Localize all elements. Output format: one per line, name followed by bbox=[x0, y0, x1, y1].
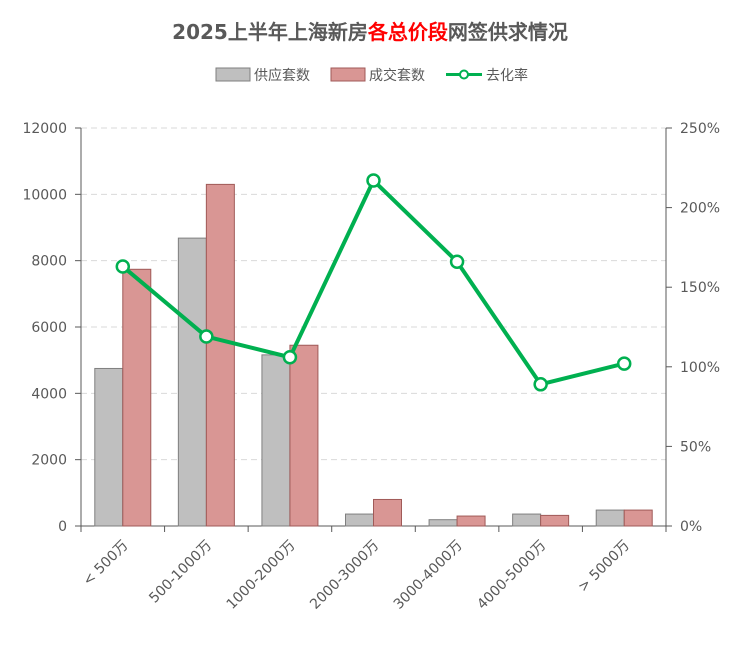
left-axis-tick-label: 6000 bbox=[31, 320, 67, 336]
left-axis-tick-label: 0 bbox=[58, 519, 67, 535]
right-axis-tick-label: 100% bbox=[680, 360, 720, 376]
chart-title-suffix: 网签供求情况 bbox=[448, 20, 568, 44]
legend-label-sales: 成交套数 bbox=[369, 67, 425, 84]
line-point bbox=[616, 356, 632, 371]
bar bbox=[623, 509, 653, 527]
left-axis-tick-label: 10000 bbox=[22, 187, 67, 203]
bar bbox=[289, 344, 319, 527]
bar bbox=[540, 514, 570, 527]
bar bbox=[177, 237, 207, 527]
line-point bbox=[449, 254, 465, 269]
right-axis-tick-label: 50% bbox=[680, 439, 711, 455]
right-axis-tick-label: 0% bbox=[680, 519, 702, 535]
left-axis-tick-label: 8000 bbox=[31, 254, 67, 270]
bar bbox=[512, 513, 542, 527]
legend-label-rate: 去化率 bbox=[486, 67, 528, 84]
chart-title-prefix: 2025上半年上海新房 bbox=[172, 20, 368, 44]
legend-swatch-supply bbox=[215, 67, 251, 82]
plot-area: 0 2000 4000 6000 8000 10000 12000 0% 50% 100% 150%… bbox=[22, 121, 720, 613]
bar bbox=[122, 268, 152, 527]
line-point bbox=[366, 173, 381, 188]
left-axis-tick-label: 4000 bbox=[31, 386, 67, 402]
right-axis-tick-label: 150% bbox=[680, 280, 720, 296]
bar bbox=[456, 515, 486, 527]
bar bbox=[94, 367, 124, 527]
bar bbox=[261, 354, 291, 527]
x-axis-tick-label: < 500万 bbox=[80, 538, 132, 590]
legend-swatch-sales bbox=[330, 67, 366, 82]
x-axis-tick-label: 4000-5000万 bbox=[474, 538, 549, 613]
right-axis-tick-label: 250% bbox=[680, 121, 720, 137]
x-axis-tick-label: 3000-4000万 bbox=[391, 538, 466, 613]
line-point bbox=[115, 259, 131, 274]
legend-marker-rate bbox=[459, 69, 469, 80]
bar bbox=[345, 513, 374, 527]
legend: 供应套数 成交套数 去化率 bbox=[215, 67, 528, 84]
x-axis-tick-label: 2000-3000万 bbox=[307, 538, 382, 613]
bar bbox=[373, 498, 402, 527]
x-axis-tick-label: 500-1000万 bbox=[146, 538, 215, 607]
x-axis-tick-label: 1000-2000万 bbox=[224, 538, 299, 613]
bar bbox=[428, 519, 458, 527]
chart-title: 2025上半年上海新房各总价段网签供求情况 bbox=[172, 20, 568, 44]
bar bbox=[205, 183, 235, 527]
line-point bbox=[282, 349, 298, 365]
left-axis-tick-label: 12000 bbox=[22, 121, 67, 137]
chart-title-highlight: 各总价段 bbox=[367, 20, 448, 44]
x-axis-tick-label: > 5000万 bbox=[575, 538, 633, 596]
left-axis-tick-label: 2000 bbox=[31, 453, 67, 469]
line-point bbox=[199, 329, 214, 344]
right-axis-tick-label: 200% bbox=[680, 201, 720, 217]
line-point bbox=[533, 377, 548, 392]
bar bbox=[595, 509, 625, 527]
legend-label-supply: 供应套数 bbox=[254, 67, 310, 84]
